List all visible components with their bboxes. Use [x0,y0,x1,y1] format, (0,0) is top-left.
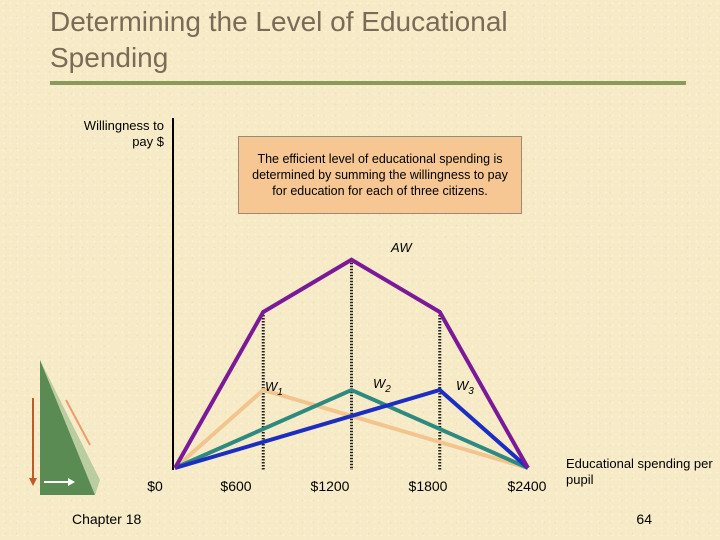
x-tick-label: $600 [220,478,251,494]
x-tick-label: $1200 [311,478,350,494]
series-line-w1 [173,387,529,470]
series-label-w1: W1 [265,379,283,398]
slide-title: Determining the Level of Educational Spe… [50,6,508,73]
series-label-aw: AW [390,240,413,255]
title-divider [50,81,686,85]
series-line-w2 [174,387,529,470]
decorative-triangle [29,360,100,495]
x-tick-label: $1800 [409,478,448,494]
series-line-w3 [174,387,530,470]
y-axis-label: Willingness to pay $ [83,118,164,149]
x-tick-label: $0 [147,478,163,494]
chapter-label: Chapter 18 [72,511,142,527]
series-label-w2: W2 [373,376,391,395]
x-axis-label: Educational spending per pupil [566,456,713,487]
x-tick-label: $2400 [508,478,547,494]
series-label-w3: W3 [456,378,474,397]
page-number: 64 [636,511,652,527]
series-line-aw [173,257,530,469]
explanation-callout: The efficient level of educational spend… [238,136,522,214]
